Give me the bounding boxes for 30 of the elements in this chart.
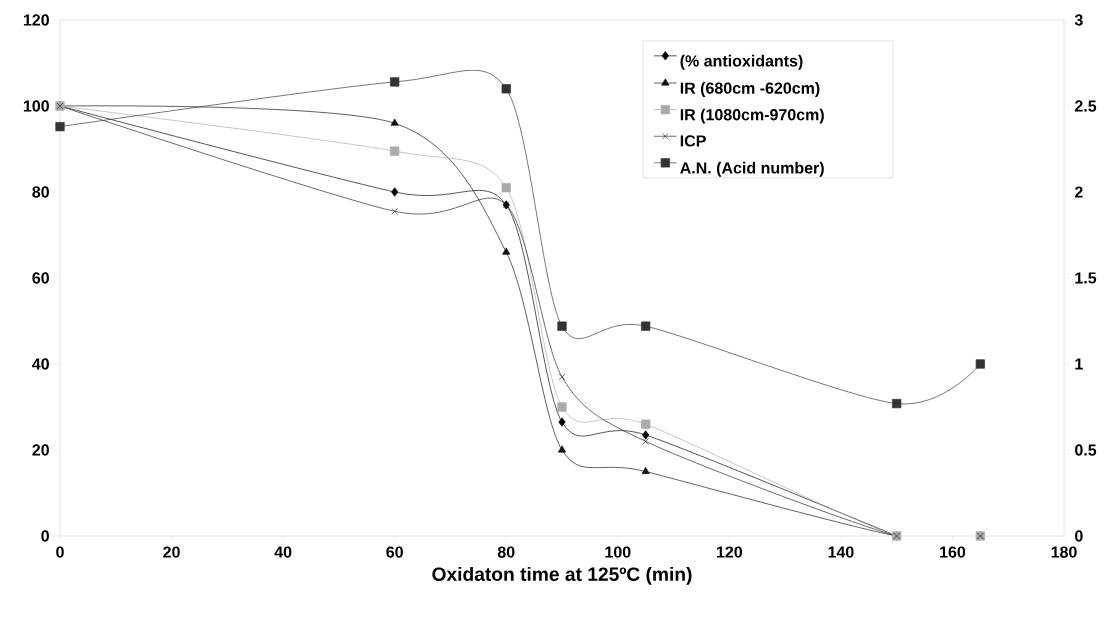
x-tick-label: 180 [1051,546,1077,558]
y2-tick-label: 1 [1075,358,1083,370]
x-tick-label: 160 [940,546,966,558]
y-tick-label: 0 [41,530,49,542]
x-axis-title: Oxidaton time at 125ºC (min) [432,566,692,585]
x-tick-label: 20 [163,546,180,558]
y2-tick-label: 2.5 [1074,100,1097,112]
x-tick-label: 60 [386,546,403,558]
x-tick-label: 80 [497,546,515,558]
y2-tick-label: 3 [1074,14,1083,26]
x-tick-label: 100 [605,546,631,558]
y2-tick-label: 0.5 [1075,444,1097,456]
legend-label: IR (680cm -620cm) [680,82,820,97]
legend-label: ICP [680,135,706,147]
x-tick-label: 40 [274,546,292,558]
y-tick-label: 20 [32,444,49,456]
x-tick-label: 140 [828,546,854,558]
y-tick-label: 80 [32,186,49,198]
y-tick-label: 100 [23,100,49,112]
y-tick-label: 60 [32,272,49,284]
legend-label: IR (1080cm-970cm) [680,108,824,124]
y2-tick-label: 2 [1074,186,1083,198]
legend-label: A.N. (Acid number) [680,161,824,177]
x-tick-label: 0 [56,546,64,558]
x-tick-label: 120 [717,546,743,558]
y-tick-label: 40 [32,358,49,370]
y2-tick-label: 1.5 [1075,272,1097,284]
legend-label: (% antioxidants) [680,54,803,70]
y2-tick-label: 0 [1075,530,1083,542]
y-tick-label: 120 [23,14,49,26]
